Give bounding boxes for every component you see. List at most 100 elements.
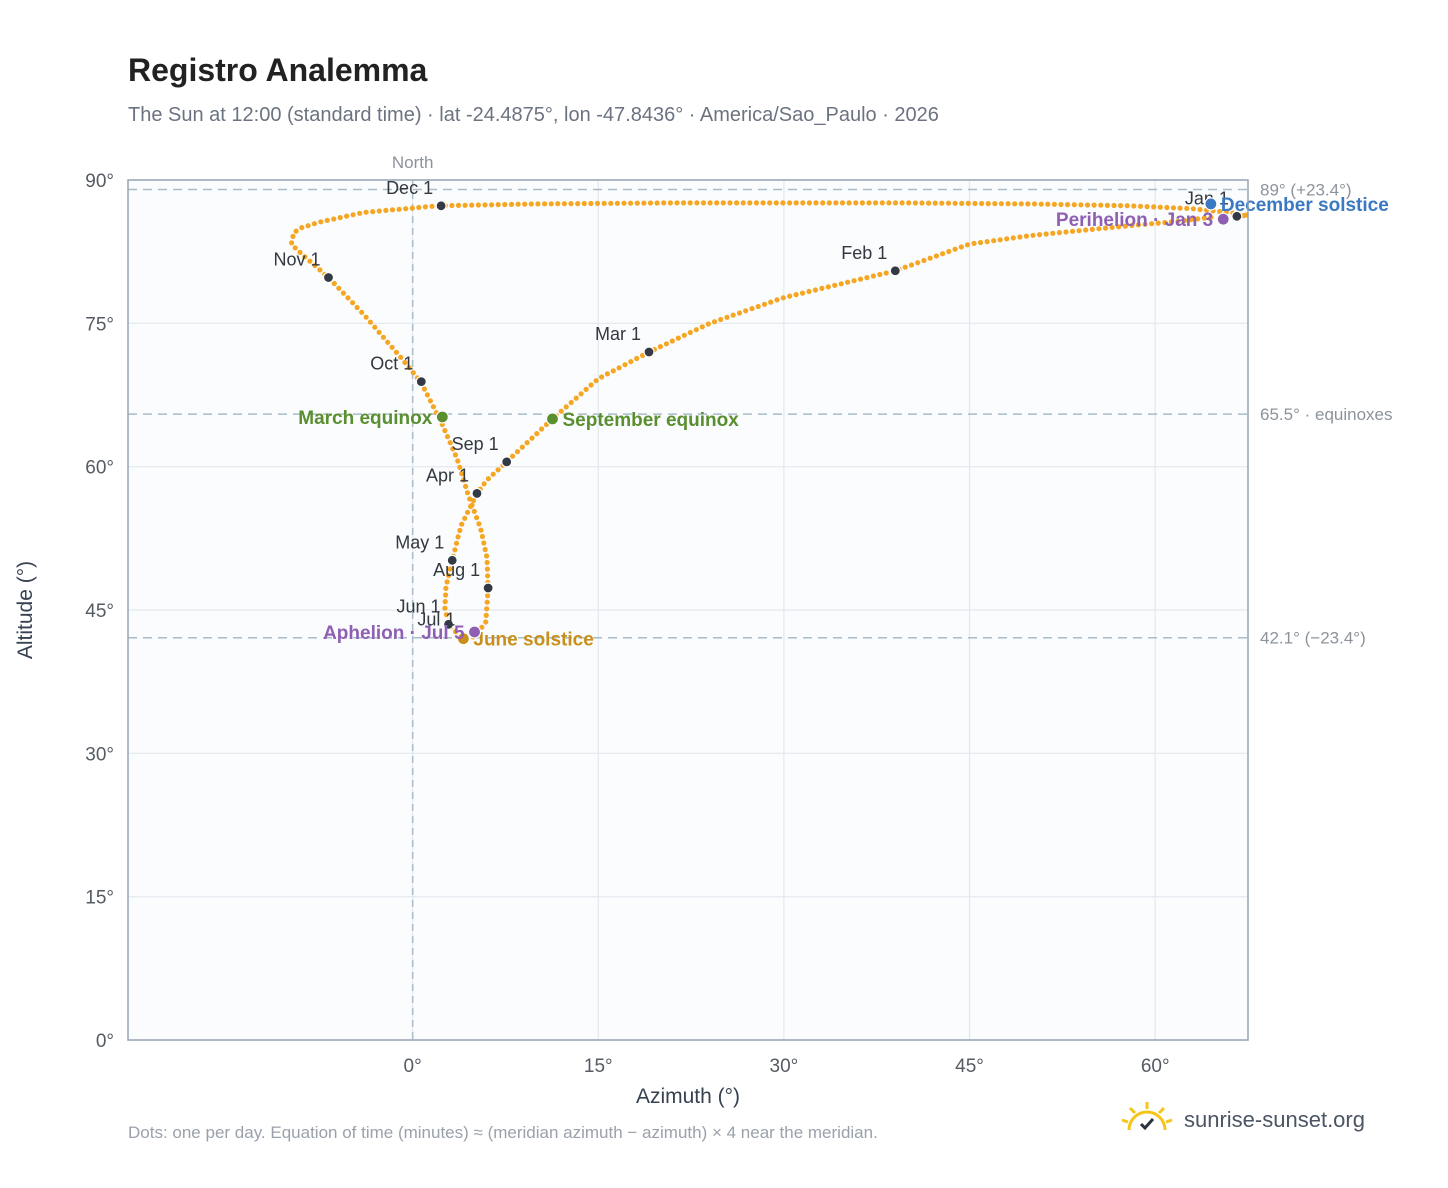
daily-sun-dot [945, 200, 952, 206]
month-label: May 1 [395, 532, 444, 552]
daily-sun-dot [853, 200, 859, 206]
daily-sun-dot [489, 202, 495, 208]
daily-sun-dot [442, 428, 448, 434]
daily-sun-dot [599, 374, 605, 380]
daily-sun-dot [753, 200, 760, 206]
daily-sun-dot [594, 200, 601, 206]
daily-sun-dot [859, 200, 866, 206]
daily-sun-dot [780, 295, 786, 301]
daily-sun-dot [305, 223, 311, 229]
daily-sun-dot [1078, 202, 1084, 208]
daily-sun-dot [1012, 201, 1018, 207]
daily-sun-dot [1056, 230, 1062, 236]
daily-sun-dot [452, 547, 458, 553]
daily-sun-dot [307, 258, 313, 264]
month-marker [435, 200, 447, 212]
daily-sun-dot [747, 200, 753, 206]
daily-sun-dot [529, 435, 535, 441]
daily-sun-dot [711, 319, 718, 325]
daily-sun-dot [462, 515, 468, 521]
daily-sun-dot [1124, 203, 1130, 209]
daily-sun-dot [461, 477, 467, 483]
reference-line-label: 89° (+23.4°) [1260, 181, 1352, 200]
month-label: Mar 1 [595, 324, 641, 344]
daily-sun-dot [1045, 201, 1051, 207]
daily-sun-dot [1155, 220, 1161, 226]
daily-sun-dot [429, 203, 435, 209]
daily-sun-dot [1182, 217, 1188, 224]
daily-sun-dot [675, 335, 681, 341]
event-label: December solstice [1221, 195, 1389, 216]
daily-sun-dot [857, 276, 864, 282]
daily-sun-dot [851, 278, 857, 284]
daily-sun-dot [479, 533, 485, 540]
daily-sun-dot [484, 553, 490, 559]
daily-sun-dot [1084, 202, 1091, 208]
daily-sun-dot [838, 281, 844, 287]
daily-sun-dot [535, 201, 541, 207]
daily-sun-dot [548, 201, 554, 207]
daily-sun-dot [883, 270, 889, 276]
daily-sun-dot [926, 200, 932, 206]
daily-sun-dot [879, 200, 885, 206]
daily-sun-dot [1038, 201, 1044, 207]
daily-sun-dot [393, 349, 399, 355]
daily-sun-dot [442, 605, 448, 611]
daily-sun-dot [1050, 230, 1056, 236]
daily-sun-dot [481, 481, 487, 487]
daily-sun-dot [965, 200, 971, 206]
daily-sun-dot [452, 629, 459, 635]
daily-sun-dot [457, 464, 463, 470]
daily-sun-dot [350, 300, 356, 306]
daily-sun-dot [363, 209, 369, 215]
month-marker [322, 271, 335, 284]
daily-sun-dot [806, 200, 813, 206]
daily-sun-dot [734, 200, 740, 206]
daily-sun-dot [979, 200, 985, 207]
daily-sun-dot [787, 200, 793, 206]
daily-sun-dot [484, 566, 490, 572]
daily-sun-dot [845, 279, 851, 285]
daily-sun-dot [707, 200, 713, 206]
daily-sun-dot [485, 593, 491, 599]
daily-sun-dot [1102, 225, 1109, 231]
daily-sun-dot [864, 275, 870, 281]
daily-sun-dot [1063, 229, 1069, 235]
daily-sun-dot [475, 202, 481, 208]
daily-sun-dot [832, 282, 838, 288]
daily-sun-dot [467, 496, 473, 502]
daily-sun-dot [367, 319, 373, 325]
daily-sun-dot [886, 200, 892, 206]
daily-sun-dot [1208, 214, 1214, 220]
daily-sun-dot [297, 249, 303, 255]
daily-sun-dot [350, 212, 356, 218]
daily-sun-dot [952, 200, 958, 206]
daily-sun-dot [385, 339, 391, 345]
daily-sun-dot [469, 502, 475, 508]
daily-sun-dot [1037, 232, 1043, 238]
daily-sun-dot [952, 246, 958, 252]
daily-sun-dot [578, 391, 584, 397]
daily-sun-dot [542, 201, 548, 207]
daily-sun-dot [687, 329, 693, 336]
daily-sun-dot [555, 201, 561, 207]
daily-sun-dot [641, 200, 647, 206]
daily-sun-dot [478, 527, 484, 533]
daily-sun-dot [443, 612, 449, 618]
daily-sun-dot [1031, 201, 1038, 207]
y-tick-label: 45° [85, 601, 114, 622]
daily-sun-dot [705, 321, 711, 327]
daily-sun-dot [465, 509, 471, 515]
daily-sun-dot [1157, 204, 1163, 210]
x-axis-title: Azimuth (°) [636, 1085, 740, 1108]
daily-sun-dot [736, 310, 743, 316]
daily-sun-dot [892, 200, 899, 206]
daily-sun-dot [443, 592, 449, 598]
daily-sun-dot [991, 238, 997, 244]
daily-sun-dot [380, 334, 386, 340]
daily-sun-dot [1089, 226, 1095, 232]
daily-sun-dot [289, 240, 295, 246]
month-marker [889, 265, 901, 277]
brand-logo[interactable]: sunrise-sunset.org [1120, 1100, 1365, 1139]
